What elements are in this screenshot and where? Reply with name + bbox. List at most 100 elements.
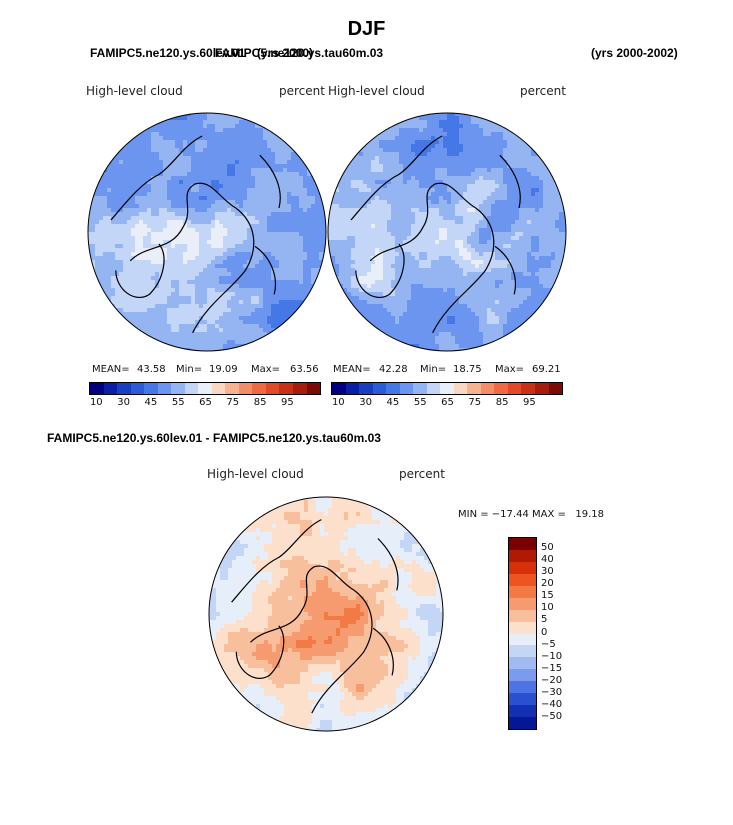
coastline [231, 519, 322, 603]
colorbar-swatch [144, 383, 158, 394]
colorbar-tick-label: 95 [523, 397, 536, 408]
colorbar-swatch [372, 383, 387, 394]
colorbar-swatch [509, 693, 536, 706]
coastline [254, 154, 281, 295]
coastline [235, 625, 285, 679]
panel2-variable: High-level cloud [328, 84, 425, 98]
panel1-mean-value: 43.58 [137, 364, 166, 375]
panel1-max-value: 63.56 [290, 364, 319, 375]
colorbar-tick-label: 0 [541, 626, 548, 638]
colorbar-tick-label: −10 [541, 650, 563, 662]
coastline [350, 135, 443, 221]
panel1-variable: High-level cloud [86, 84, 183, 98]
colorbar-tick-label: 65 [199, 397, 212, 408]
colorbar-swatch [252, 383, 266, 394]
coastlines [350, 135, 521, 334]
coastline [115, 243, 165, 298]
panel1-units: percent [279, 84, 325, 98]
colorbar-tick-label: 65 [441, 397, 454, 408]
colorbar-tick-label: 10 [331, 397, 345, 408]
colorbar-swatch [211, 383, 226, 394]
colorbar-swatch [509, 621, 536, 634]
panel2-min-label: Min= [420, 364, 447, 375]
coastline [372, 538, 399, 676]
colorbar-swatch [509, 705, 536, 718]
colorbar-tick-label: 10 [89, 397, 103, 408]
colorbar-tick-label: 95 [281, 397, 294, 408]
colorbar-tick-label: −40 [541, 698, 563, 710]
colorbar-tick-label: 45 [386, 397, 400, 408]
colorbar-swatch [306, 383, 321, 394]
years-label-b: (yrs 2000-2002) [591, 46, 678, 60]
colorbar-swatch [238, 383, 253, 394]
colorbar-swatch [509, 609, 536, 622]
colorbar-swatch [509, 573, 536, 586]
colorbar-swatch [494, 383, 508, 394]
panel1-mean-label: MEAN= [92, 364, 130, 375]
colorbar-tick-label: 20 [541, 578, 554, 590]
page-title: DJF [347, 18, 386, 40]
colorbar-swatch [440, 383, 454, 394]
filled-contours [328, 113, 566, 351]
colorbar-tick-label: 40 [541, 554, 554, 566]
colorbar-swatch [103, 383, 118, 394]
colorbar-swatch [509, 597, 536, 610]
colorbar-swatch [184, 383, 199, 394]
difference-title: FAMIPC5.ne120.ys.60lev.01 - FAMIPC5.ne12… [47, 431, 381, 445]
colorbar-swatch [467, 383, 481, 394]
colorbar-swatch [292, 383, 307, 394]
years-label-a: (yrs 2000) [257, 46, 314, 60]
left-case-header: FAMIPC5.ne120.ys.60lev.01 [90, 46, 246, 60]
colorbar-swatch [509, 538, 536, 550]
panel1-max-label: Max= [251, 364, 281, 375]
colorbar-swatch [509, 669, 536, 682]
coastline [494, 154, 521, 295]
colorbar-tick-label: 30 [117, 397, 130, 408]
coastline [129, 182, 237, 262]
panel2-min-value: 18.75 [453, 364, 482, 375]
colorbar-swatch [509, 549, 536, 562]
panel1-colorbar [89, 382, 321, 395]
coastline [369, 182, 477, 262]
colorbar-tick-label: −50 [541, 710, 563, 722]
panel2-mean-label: MEAN= [333, 364, 371, 375]
colorbar-swatch [171, 383, 185, 394]
colorbar-tick-label: 85 [253, 397, 267, 408]
colorbar-swatch [332, 383, 346, 394]
map-boundary [87, 112, 327, 352]
colorbar-tick-label: 10 [541, 602, 554, 614]
panel2-units: percent [520, 84, 566, 98]
colorbar-swatch [534, 383, 549, 394]
panel1-polar-map [87, 112, 327, 352]
colorbar-swatch [509, 633, 536, 646]
right-case-header: FAMIPC5.ne120.ys.tau60m.03 [215, 46, 384, 60]
colorbar-swatch [509, 561, 536, 574]
coastline [432, 207, 495, 334]
colorbar-swatch [480, 383, 495, 394]
colorbar-tick-label: −15 [541, 662, 563, 674]
colorbar-swatch [453, 383, 468, 394]
colorbar-swatch [359, 383, 373, 394]
colorbar-swatch [198, 383, 212, 394]
colorbar-tick-label: 45 [144, 397, 158, 408]
colorbar-tick-label: 75 [468, 397, 482, 408]
colorbar-swatch [225, 383, 239, 394]
panel2-max-value: 69.21 [532, 364, 561, 375]
panel2-polar-map [327, 112, 567, 352]
colorbar-swatch [399, 383, 414, 394]
colorbar-tick-label: 75 [226, 397, 240, 408]
coastline [110, 135, 203, 221]
colorbar-swatch [265, 383, 280, 394]
colorbar-tick-label: 15 [541, 590, 554, 602]
colorbar-tick-label: 85 [495, 397, 509, 408]
coastlines [231, 519, 399, 714]
colorbar-swatch [521, 383, 535, 394]
map-boundary [208, 496, 444, 732]
panel3-variable: High-level cloud [207, 467, 304, 481]
panel3-units: percent [399, 467, 445, 481]
colorbar-swatch [509, 645, 536, 658]
panel2-mean-value: 42.28 [379, 364, 408, 375]
panel3-minmax: MIN = −17.44 MAX = 19.18 [458, 509, 605, 520]
colorbar-swatch [509, 585, 536, 598]
colorbar-tick-label: −30 [541, 686, 563, 698]
